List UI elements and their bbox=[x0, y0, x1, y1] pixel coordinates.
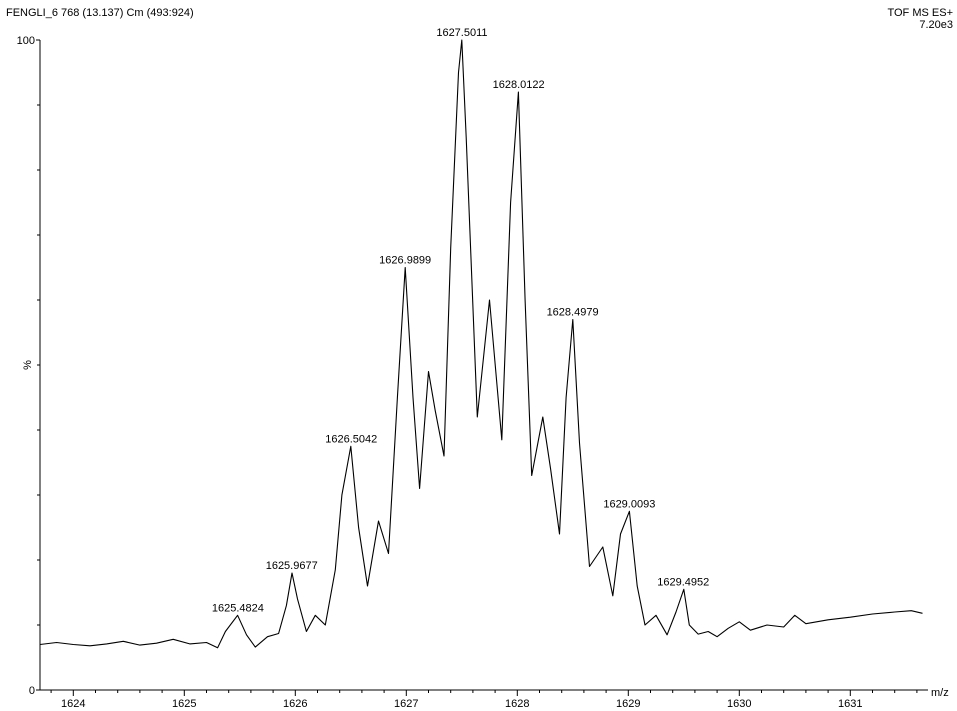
base-peak-intensity-label: 7.20e3 bbox=[919, 19, 953, 31]
x-tick-label: 1628 bbox=[505, 698, 529, 710]
x-tick-label: 1631 bbox=[838, 698, 862, 710]
spectrum-series bbox=[39, 39, 923, 649]
x-tick-label: 1626 bbox=[283, 698, 307, 710]
x-tick-label: 1627 bbox=[394, 698, 418, 710]
y-tick-label: 100 bbox=[17, 35, 35, 47]
peak-labels: 1625.4824 1625.9677 1626.5042 1626.9899 1627… bbox=[212, 27, 709, 614]
ionization-mode-label: TOF MS ES+ bbox=[887, 7, 953, 19]
x-tick-label: 1624 bbox=[61, 698, 85, 710]
y-axis-label: % bbox=[22, 360, 34, 370]
chart-axes: 1624 1625 1626 1627 1628 1629 1630 1631 100 0% m/z bbox=[17, 35, 949, 710]
peak-label: 1627.5011 bbox=[436, 27, 487, 39]
peak-label: 1625.9677 bbox=[266, 560, 318, 572]
scan-info-label: FENGLI_6 768 (13.137) Cm (493:924) bbox=[6, 7, 194, 19]
peak-label: 1626.5042 bbox=[325, 433, 377, 445]
x-tick-label: 1630 bbox=[727, 698, 751, 710]
x-tick-label: 1625 bbox=[172, 698, 196, 710]
y-tick-label: 0 bbox=[29, 685, 35, 697]
x-tick-label: 1629 bbox=[616, 698, 640, 710]
peak-label: 1625.4824 bbox=[212, 602, 264, 614]
peak-label: 1626.9899 bbox=[379, 255, 431, 267]
spectrum-line bbox=[39, 39, 923, 649]
x-axis-label: m/z bbox=[931, 687, 949, 699]
peak-label: 1629.4952 bbox=[657, 576, 709, 588]
peak-label: 1629.0093 bbox=[603, 498, 655, 510]
peak-label: 1628.4979 bbox=[547, 307, 599, 319]
acquisition-info: TOF MS ES+ 7.20e3 bbox=[887, 7, 953, 31]
peak-label: 1628.0122 bbox=[493, 79, 545, 91]
